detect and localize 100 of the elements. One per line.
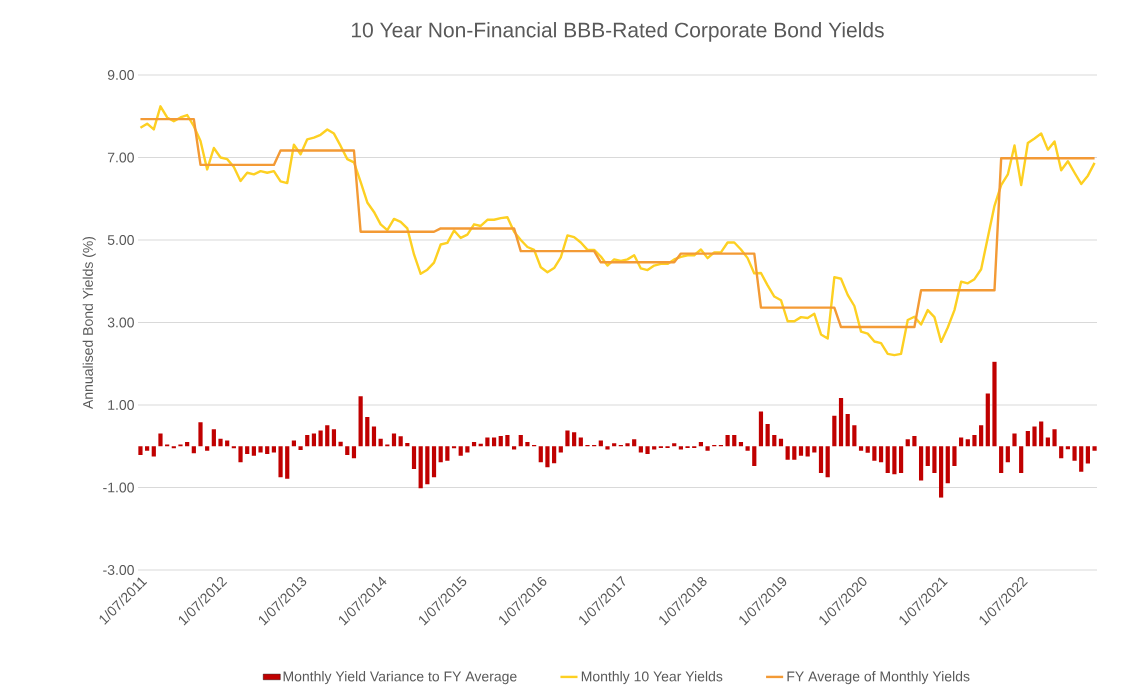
bar xyxy=(979,425,984,447)
bar xyxy=(245,446,250,455)
bar xyxy=(1032,426,1037,447)
bar xyxy=(765,423,770,447)
bar xyxy=(298,446,303,450)
bar xyxy=(552,446,557,464)
y-tick-label: 3.00 xyxy=(107,317,134,328)
bar xyxy=(1039,421,1044,447)
bar xyxy=(1092,446,1097,451)
bar xyxy=(1079,446,1084,472)
bar xyxy=(805,446,810,457)
bar xyxy=(151,446,156,457)
bar xyxy=(238,446,243,463)
bar xyxy=(605,446,610,450)
bar xyxy=(652,446,657,450)
bar xyxy=(705,446,710,451)
bar xyxy=(145,446,150,451)
bar xyxy=(485,437,490,447)
bar xyxy=(1085,446,1090,464)
bar xyxy=(738,442,744,447)
bar xyxy=(825,446,830,478)
bar xyxy=(939,446,944,498)
line-series xyxy=(139,105,1096,357)
bar xyxy=(638,446,643,453)
bar xyxy=(725,435,730,447)
bar xyxy=(932,446,937,474)
bar xyxy=(498,435,503,447)
bar xyxy=(732,435,737,447)
bar xyxy=(698,442,704,447)
bar xyxy=(325,425,330,447)
bar xyxy=(545,446,550,468)
bar xyxy=(598,440,603,447)
y-tick-label: -1.00 xyxy=(103,482,134,493)
bar xyxy=(505,435,510,447)
bar xyxy=(912,435,917,447)
bar xyxy=(258,446,263,453)
bar xyxy=(865,446,870,453)
bar xyxy=(391,433,397,447)
bar xyxy=(838,397,844,447)
bar xyxy=(1065,446,1070,450)
bar xyxy=(318,430,323,447)
bar xyxy=(852,425,857,447)
bar xyxy=(758,411,764,447)
bar xyxy=(999,446,1004,474)
chart-title: 10 Year Non-Financial BBB-Rated Corporate Bond Yields xyxy=(351,22,884,42)
y-tick-label: 9.00 xyxy=(107,70,134,80)
bar xyxy=(471,442,477,447)
bar xyxy=(205,446,210,451)
legend-label: FY Average of Monthly Yields xyxy=(787,671,970,685)
bar xyxy=(632,439,637,447)
bar xyxy=(832,415,837,447)
bar xyxy=(225,440,230,447)
bar xyxy=(858,446,864,451)
bar xyxy=(425,446,430,485)
bar xyxy=(525,442,530,447)
bar xyxy=(511,446,517,450)
bar xyxy=(1025,430,1030,447)
bar xyxy=(431,446,437,478)
bar xyxy=(818,446,824,474)
bar xyxy=(778,438,784,447)
bar xyxy=(612,443,617,447)
bar xyxy=(138,446,143,455)
bar xyxy=(458,446,463,456)
bar xyxy=(572,432,577,447)
bar xyxy=(445,446,450,461)
bar xyxy=(218,438,223,447)
bar xyxy=(812,446,817,453)
bar xyxy=(792,446,797,460)
bar xyxy=(158,433,163,447)
bar xyxy=(538,446,543,463)
bar xyxy=(878,446,884,463)
bar xyxy=(965,439,970,447)
y-tick-label: 5.00 xyxy=(107,235,134,245)
bar xyxy=(211,429,216,447)
bar xyxy=(945,446,950,484)
bar xyxy=(198,422,203,447)
bar xyxy=(785,446,790,460)
y-axis-title: Annualised Bond Yields (%) xyxy=(82,236,96,409)
bar xyxy=(918,446,924,481)
bar xyxy=(291,440,297,447)
legend-label: Monthly 10 Year Yields xyxy=(581,671,723,685)
bar xyxy=(798,446,804,456)
bar xyxy=(925,446,930,467)
bar xyxy=(1052,429,1057,447)
bar xyxy=(365,416,370,447)
bar xyxy=(1019,446,1024,474)
bar xyxy=(358,396,363,447)
bar xyxy=(905,439,910,447)
bar xyxy=(558,446,563,453)
bar xyxy=(678,446,683,450)
y-tick-label: 1.00 xyxy=(108,400,134,410)
bar xyxy=(265,446,270,455)
bar xyxy=(251,446,256,456)
bar xyxy=(1005,446,1010,463)
bar xyxy=(1072,446,1077,461)
bar xyxy=(952,446,957,467)
bar xyxy=(311,433,317,447)
bar xyxy=(745,446,750,451)
bar xyxy=(185,442,190,447)
bar xyxy=(672,443,677,447)
